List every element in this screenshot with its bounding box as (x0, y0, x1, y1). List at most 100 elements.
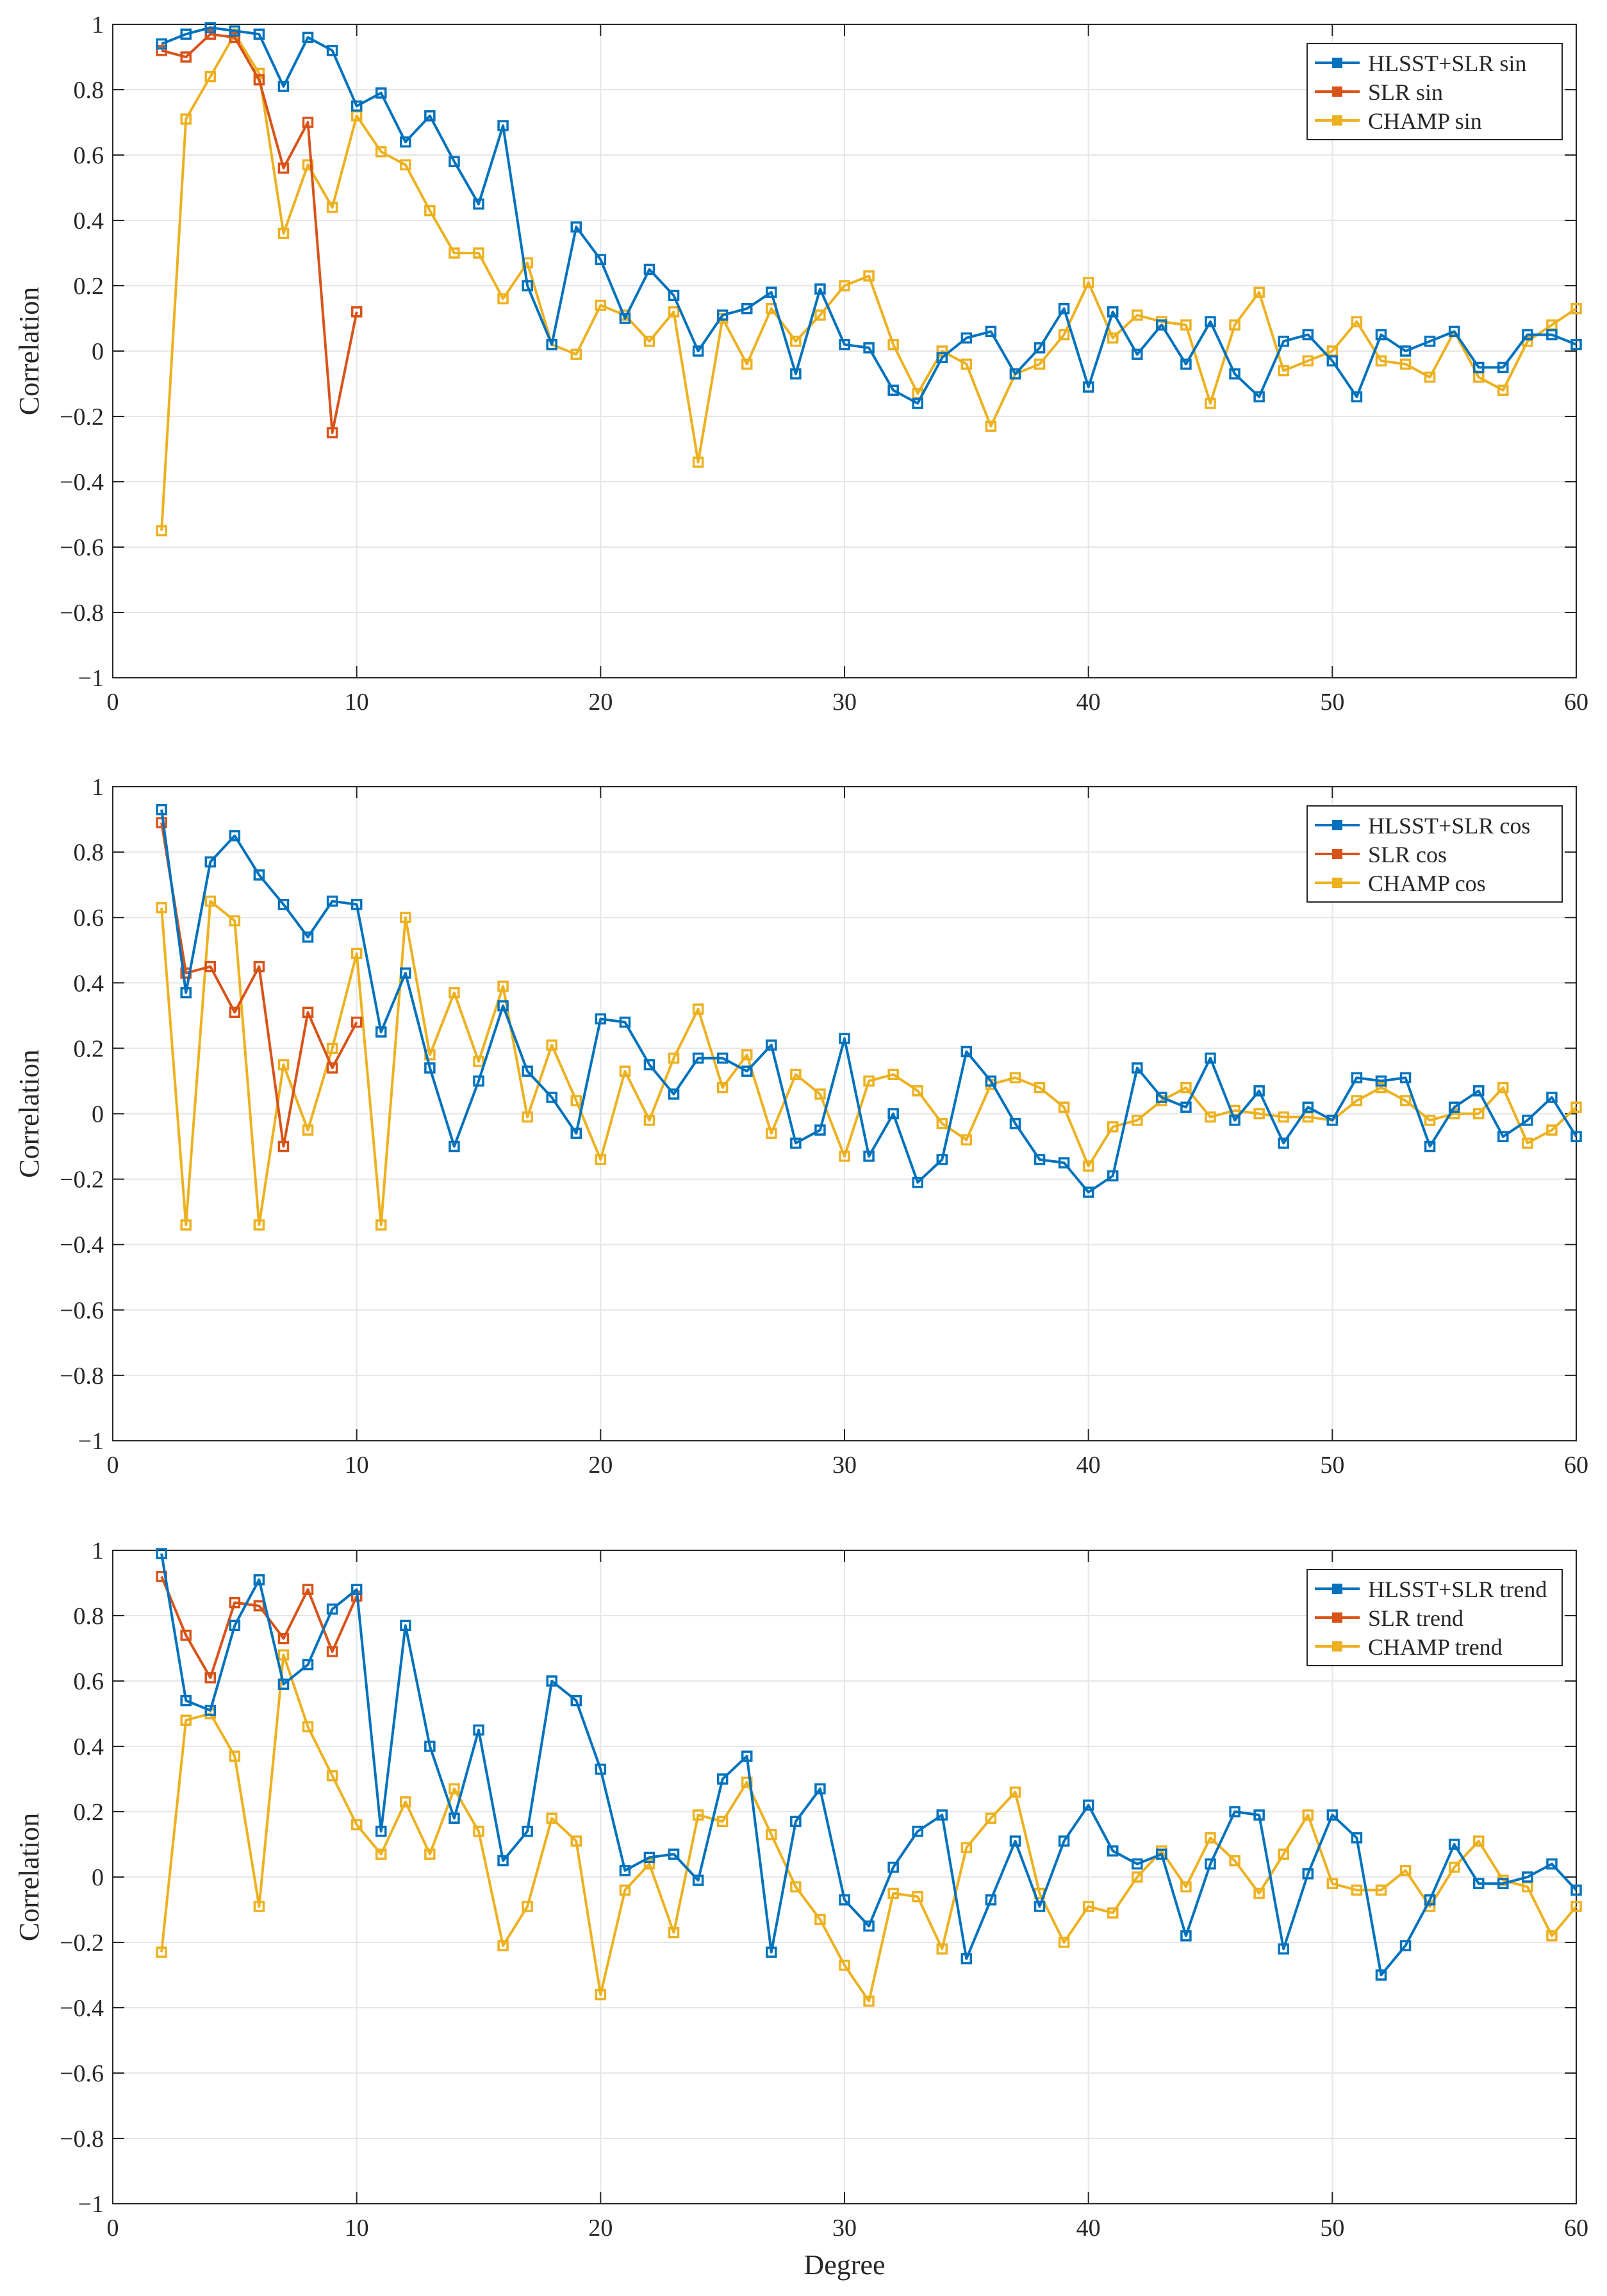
data-point-marker (936, 1118, 948, 1129)
data-point-marker (497, 1855, 509, 1867)
x-tick-label: 30 (832, 689, 857, 716)
x-tick-label: 40 (1076, 2215, 1101, 2242)
data-point-marker (204, 28, 217, 40)
data-point-marker (1253, 1809, 1265, 1821)
data-point-marker (497, 1940, 509, 1951)
data-point-marker (522, 280, 533, 291)
data-point-marker (595, 1154, 607, 1165)
data-point-marker (375, 1026, 387, 1038)
data-point-marker (253, 28, 265, 40)
data-point-marker (424, 1848, 436, 1860)
data-point-marker (643, 1059, 655, 1070)
data-point-marker (350, 306, 363, 318)
data-point-marker (741, 302, 753, 315)
data-point-marker (1522, 1871, 1533, 1883)
data-point-marker (449, 156, 460, 167)
data-point-marker (668, 1848, 680, 1860)
data-point-marker (1302, 1101, 1314, 1113)
series-line (160, 33, 1578, 531)
y-tick-label: −0.8 (60, 1363, 104, 1390)
data-point-marker (229, 25, 241, 37)
data-point-marker (1375, 1081, 1387, 1094)
data-point-marker (180, 28, 192, 40)
legend-swatch-marker (1332, 1641, 1342, 1652)
y-tick-label: −1 (78, 2191, 104, 2218)
data-point-marker (375, 1825, 387, 1837)
y-tick-label: 1 (92, 774, 104, 801)
y-tick-label: 0.8 (74, 77, 104, 104)
data-point-marker (1009, 1072, 1021, 1084)
data-point-marker (302, 31, 314, 44)
data-point-marker (302, 931, 314, 943)
data-point-marker (1180, 1930, 1192, 1942)
x-tick-label: 40 (1076, 689, 1101, 716)
data-point-marker (473, 1825, 484, 1837)
data-point-marker (277, 1059, 290, 1070)
data-point-marker (863, 1075, 875, 1087)
data-point-marker (1205, 397, 1216, 409)
series-line (160, 899, 1578, 1227)
data-point-marker (814, 1914, 826, 1926)
data-point-marker (375, 146, 387, 158)
data-point-marker (960, 1953, 973, 1965)
data-point-marker (741, 358, 753, 370)
data-point-marker (668, 306, 680, 318)
data-point-marker (326, 1062, 338, 1074)
data-point-marker (1278, 1943, 1289, 1955)
data-point-marker (1351, 1832, 1363, 1844)
x-tick-label: 30 (832, 1452, 857, 1479)
legend-swatch-marker (1332, 86, 1342, 97)
data-point-marker (570, 348, 582, 360)
data-point-marker (1351, 1072, 1363, 1084)
data-point-marker (375, 1219, 387, 1231)
data-point-marker (570, 1128, 582, 1139)
series-1 (156, 1548, 1582, 1981)
data-point-marker (1472, 1085, 1485, 1097)
data-point-marker (156, 803, 167, 816)
data-point-marker (595, 1763, 607, 1775)
series-line (160, 1553, 1578, 1976)
data-point-marker (1546, 1858, 1558, 1870)
data-point-marker (1132, 348, 1143, 360)
y-tick-label: 0.4 (74, 970, 104, 997)
data-point-marker (912, 1085, 923, 1097)
data-point-marker (619, 1016, 631, 1028)
data-point-marker (887, 1108, 899, 1120)
data-point-marker (1448, 1101, 1460, 1113)
data-point-marker (1132, 1858, 1143, 1870)
data-point-marker (522, 1901, 533, 1912)
y-tick-label: 0.2 (74, 1799, 104, 1826)
data-point-marker (156, 525, 167, 537)
data-point-marker (1399, 358, 1412, 370)
data-point-marker (204, 1672, 217, 1684)
data-point-marker (1009, 1118, 1021, 1129)
x-tick-label: 20 (588, 1452, 613, 1479)
data-point-marker (936, 1154, 948, 1165)
data-point-marker (1570, 302, 1582, 315)
data-point-marker (839, 1894, 850, 1906)
data-point-marker (643, 1851, 655, 1864)
series-1 (156, 803, 1582, 1198)
y-tick-label: 0.2 (74, 273, 104, 300)
data-point-marker (204, 22, 217, 33)
data-point-marker (960, 1134, 973, 1146)
legend-swatch-marker (1332, 115, 1342, 126)
data-point-marker (1472, 361, 1485, 373)
data-point-marker (1278, 365, 1289, 377)
y-tick-label: −0.4 (60, 469, 104, 496)
data-point-marker (668, 1926, 680, 1939)
data-point-marker (985, 1812, 997, 1824)
data-point-marker (887, 1069, 899, 1080)
data-point-marker (790, 1816, 802, 1828)
series-3 (156, 1649, 1582, 2007)
data-point-marker (1034, 1901, 1046, 1912)
x-tick-label: 10 (345, 1452, 369, 1479)
data-point-marker (497, 1000, 509, 1012)
data-point-marker (1229, 1855, 1240, 1867)
data-point-marker (692, 1052, 704, 1064)
data-point-marker (1399, 1095, 1412, 1106)
data-point-marker (1132, 309, 1143, 321)
data-point-marker (570, 1095, 582, 1106)
data-point-marker (1375, 1969, 1387, 1981)
data-point-marker (1180, 358, 1192, 370)
